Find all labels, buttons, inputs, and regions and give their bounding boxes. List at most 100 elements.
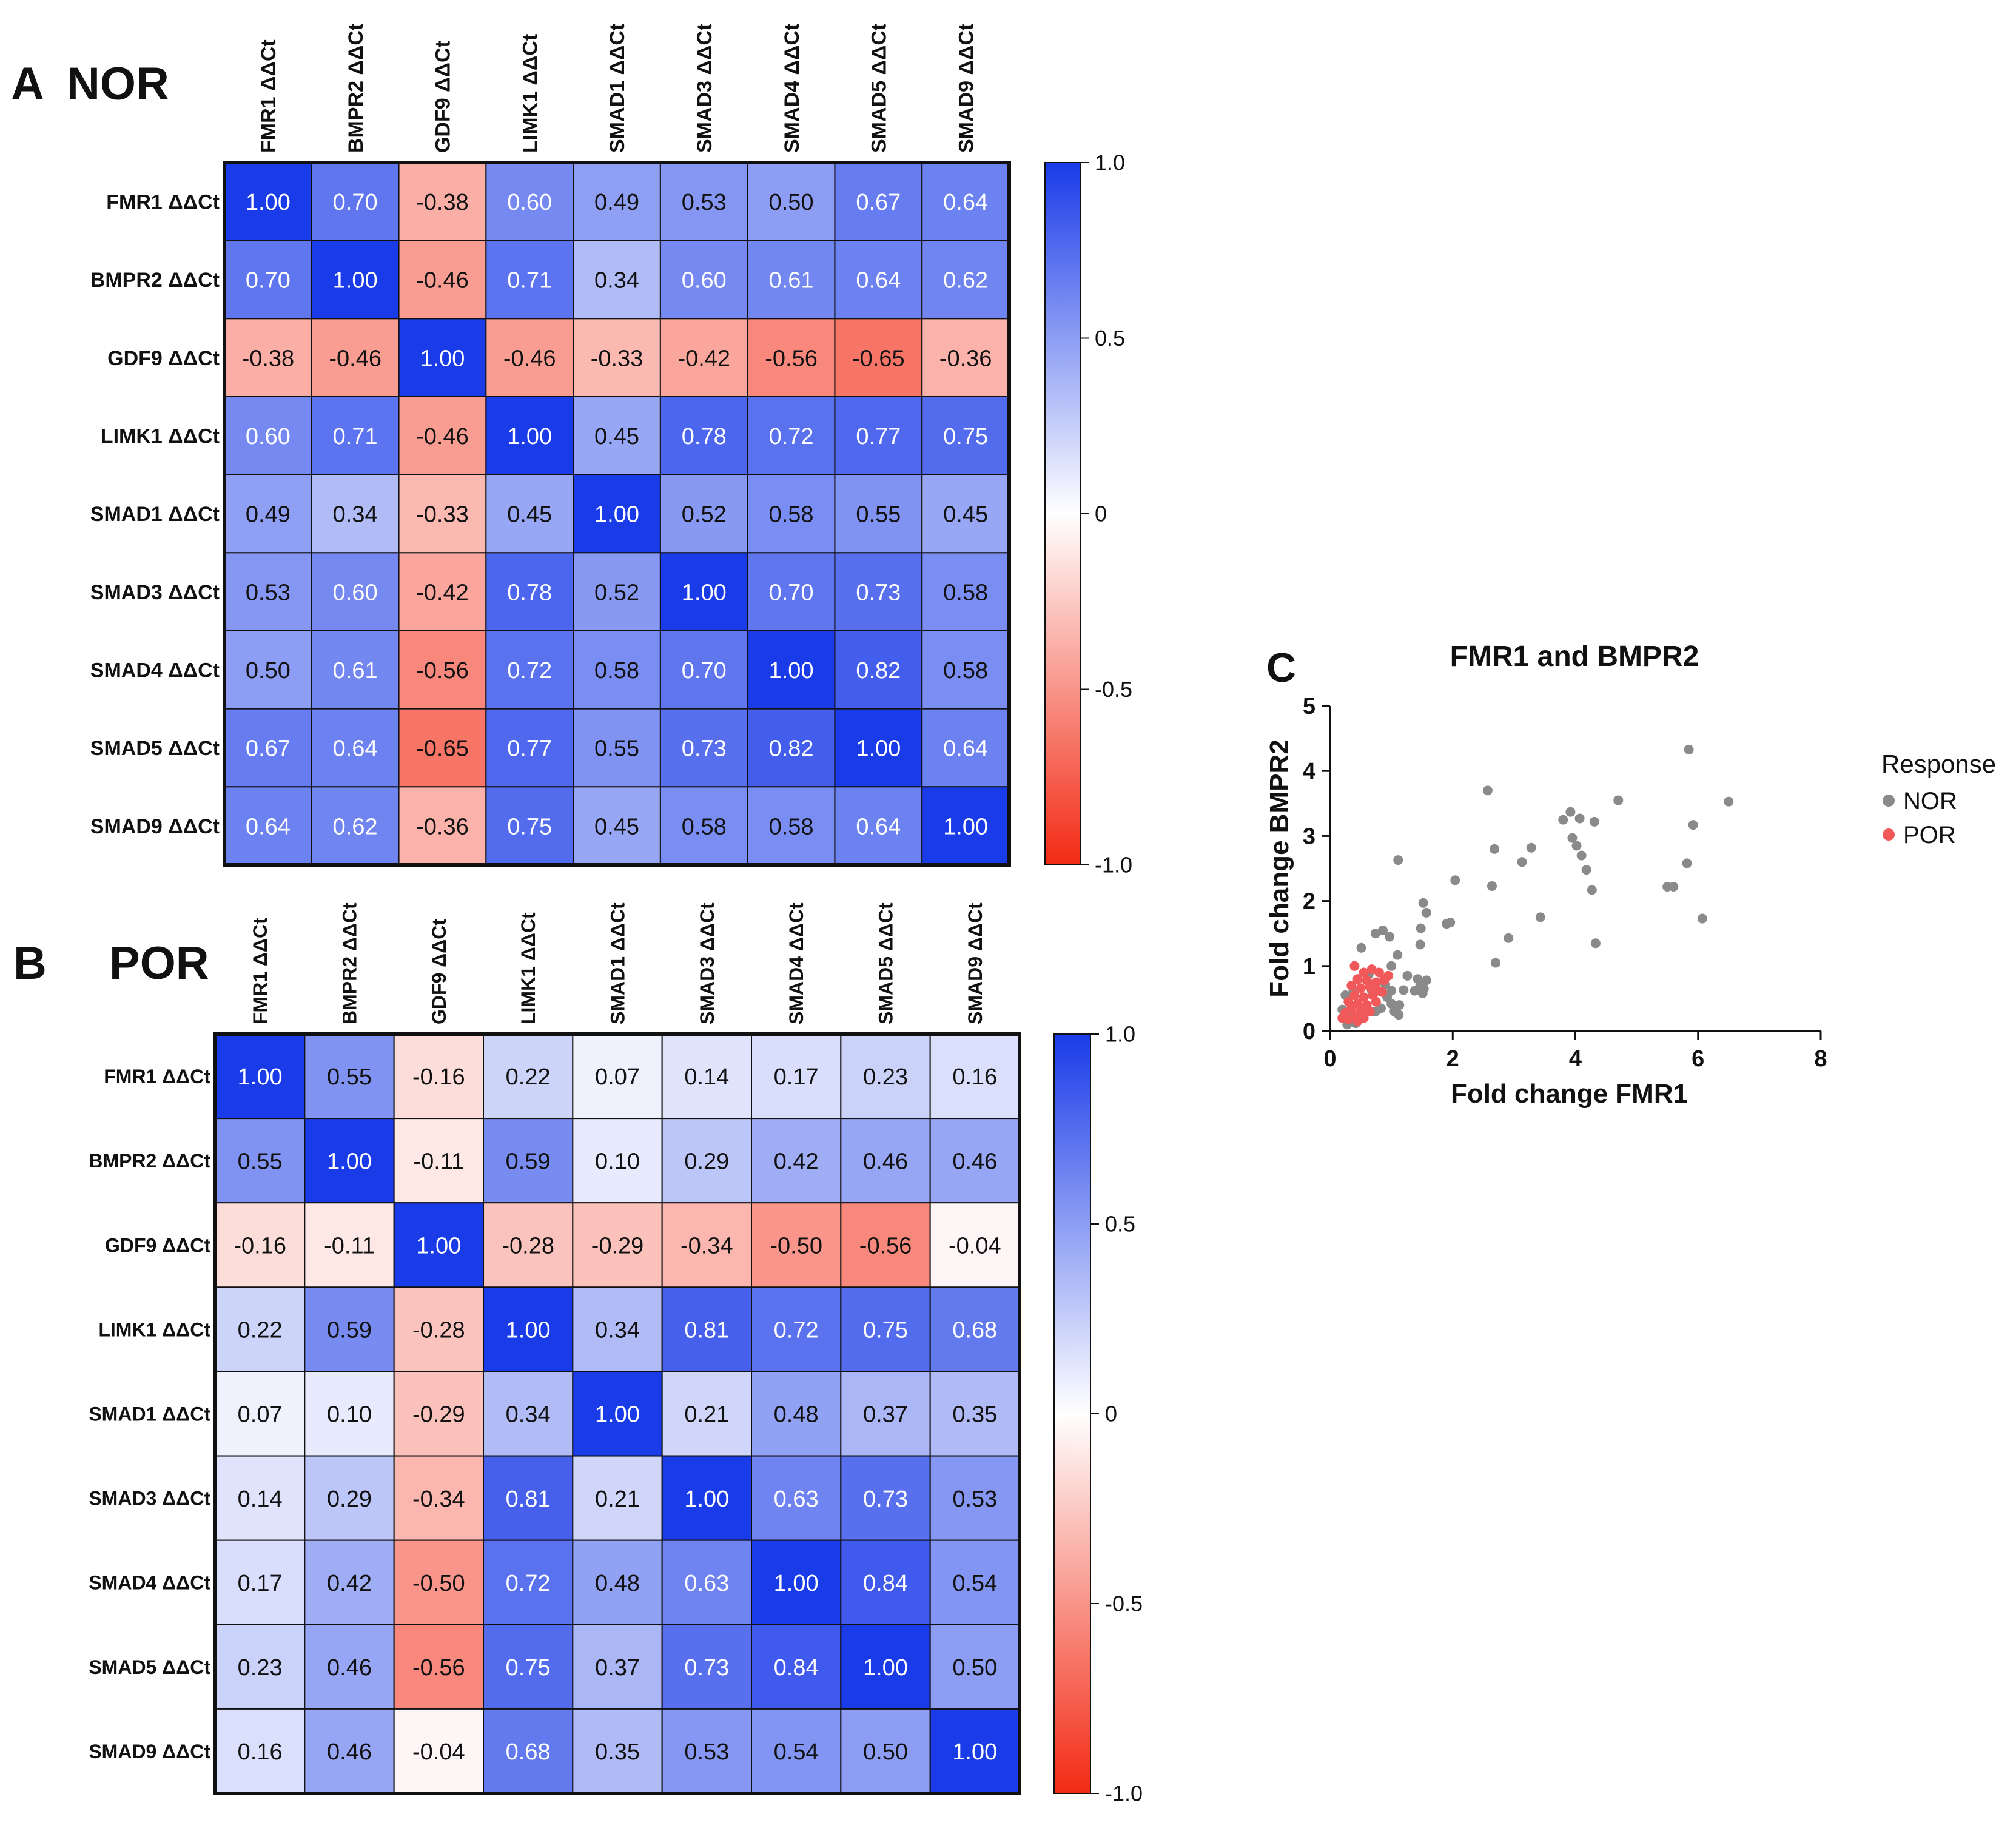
por-cell-value: 0.37 <box>595 1655 640 1681</box>
nor-cell-value: 0.82 <box>769 736 814 762</box>
nor-cell-value: 0.60 <box>682 268 727 294</box>
legend-marker-por <box>1883 828 1895 841</box>
por-col-label: SMAD5 ΔΔCt <box>875 902 897 1024</box>
por-cell-value: 0.46 <box>327 1739 372 1765</box>
por-colorbar-gradient <box>1053 1033 1091 1794</box>
nor-cell <box>311 474 400 554</box>
nor-point <box>1394 1010 1404 1020</box>
por-cell-value: 0.29 <box>684 1149 729 1174</box>
colorbar-por: 1.0 0.5 0 -0.5 -1.0 <box>1053 1022 1143 1806</box>
nor-cell <box>659 786 748 866</box>
por-cell-value: 0.72 <box>506 1571 551 1596</box>
nor-cell-value: 0.53 <box>682 190 727 215</box>
nor-row-label: SMAD4 ΔΔCt <box>90 659 220 682</box>
nor-cell-value: 0.45 <box>507 502 552 528</box>
nor-cell <box>311 396 400 475</box>
nor-cell-value: 0.64 <box>856 268 901 294</box>
por-cell <box>572 1202 663 1288</box>
por-cell <box>393 1624 485 1710</box>
nor-row-label: FMR1 ΔΔCt <box>106 191 220 214</box>
por-cell <box>304 1202 395 1288</box>
por-cell-value: 1.00 <box>327 1149 372 1174</box>
por-cell <box>840 1624 931 1710</box>
por-cell-value: 0.55 <box>238 1149 283 1174</box>
por-cell <box>304 1539 395 1625</box>
nor-cell-value: 0.72 <box>507 658 552 684</box>
nor-point <box>1487 881 1497 891</box>
nor-point <box>1558 815 1568 825</box>
por-cell-value: 0.54 <box>952 1571 997 1596</box>
nor-colorbar-tick-label: -1.0 <box>1095 853 1132 878</box>
nor-colorbar-tick-label: 0.5 <box>1095 326 1125 351</box>
nor-point <box>1688 820 1698 830</box>
nor-point <box>1386 998 1397 1009</box>
por-point <box>1371 996 1381 1007</box>
por-cell-value: 0.23 <box>863 1064 908 1090</box>
nor-point <box>1418 898 1428 908</box>
por-cell-value: 0.53 <box>684 1739 729 1765</box>
por-colorbar-tick-label: 0 <box>1105 1402 1117 1426</box>
nor-cell <box>573 786 661 866</box>
nor-cell-value: 1.00 <box>682 580 727 605</box>
nor-cell-value: 0.71 <box>507 268 552 294</box>
por-cell-value: 0.46 <box>952 1149 997 1174</box>
nor-border <box>223 161 1011 867</box>
por-cell-value: 0.63 <box>684 1571 729 1596</box>
nor-colorbar-gradient <box>1044 162 1081 865</box>
nor-cell <box>659 474 748 554</box>
nor-cell <box>311 318 400 397</box>
nor-cell-value: -0.36 <box>939 346 992 371</box>
nor-cell-value: 0.60 <box>333 580 378 605</box>
por-cell-value: -0.04 <box>412 1739 465 1765</box>
y-tick-label: 4 <box>1303 759 1315 784</box>
nor-cell-value: 0.64 <box>943 190 988 215</box>
nor-cell <box>224 162 312 241</box>
nor-col-label: GDF9 ΔΔCt <box>432 41 455 153</box>
nor-cell <box>573 630 661 710</box>
por-cell-value: 0.73 <box>863 1487 908 1512</box>
por-col-label: LIMK1 ΔΔCt <box>517 912 539 1024</box>
legend-marker-nor <box>1883 795 1895 807</box>
por-cell <box>929 1286 1020 1372</box>
por-cell <box>483 1708 574 1795</box>
nor-cell-value: 0.71 <box>333 424 378 449</box>
nor-cell-value: 0.64 <box>943 736 988 762</box>
por-point <box>1366 964 1377 975</box>
nor-cell-value: -0.65 <box>852 346 905 371</box>
por-cell <box>929 1539 1020 1625</box>
nor-cell-value: 1.00 <box>943 814 988 839</box>
nor-row-label: SMAD9 ΔΔCt <box>90 815 220 838</box>
nor-point <box>1526 842 1536 853</box>
nor-cell <box>834 240 923 320</box>
nor-point <box>1450 875 1460 885</box>
nor-cell-value: 0.75 <box>943 424 988 449</box>
panel-c-letter: C <box>1266 645 1296 691</box>
nor-cell <box>398 474 487 554</box>
por-cell-value: -0.16 <box>234 1233 286 1258</box>
nor-cell-value: 0.45 <box>594 424 639 449</box>
por-cell-value: 0.22 <box>506 1064 551 1090</box>
nor-cell-value: 0.49 <box>594 190 639 215</box>
por-cell-value: 0.84 <box>774 1655 819 1681</box>
por-cell <box>572 1033 663 1120</box>
por-row-label: BMPR2 ΔΔCt <box>89 1150 210 1172</box>
nor-cell <box>224 474 312 554</box>
por-cell-value: 0.37 <box>863 1402 908 1428</box>
nor-cell-value: 0.78 <box>682 424 727 449</box>
colorbar-nor: 1.0 0.5 0 -0.5 -1.0 <box>1044 150 1132 878</box>
por-point <box>1352 1016 1363 1026</box>
nor-point <box>1682 858 1692 868</box>
x-tick-label: 2 <box>1446 1046 1459 1072</box>
nor-cell-value: 0.60 <box>246 424 291 449</box>
nor-cell-value: 1.00 <box>769 658 814 684</box>
nor-cell-value: 0.70 <box>682 658 727 684</box>
panel-b-letter: B <box>13 938 47 989</box>
nor-point <box>1399 985 1409 995</box>
nor-cell-value: -0.42 <box>677 346 730 371</box>
nor-cell-value: -0.46 <box>503 346 556 371</box>
por-cell-value: 0.46 <box>327 1655 372 1681</box>
nor-point <box>1668 882 1679 892</box>
scatter-plot: 0 2 4 6 8 0 1 2 3 4 5 Fold change FMR1 Fold change B… <box>1265 694 1996 1109</box>
nor-cell <box>485 786 574 866</box>
por-cell <box>483 1286 574 1372</box>
